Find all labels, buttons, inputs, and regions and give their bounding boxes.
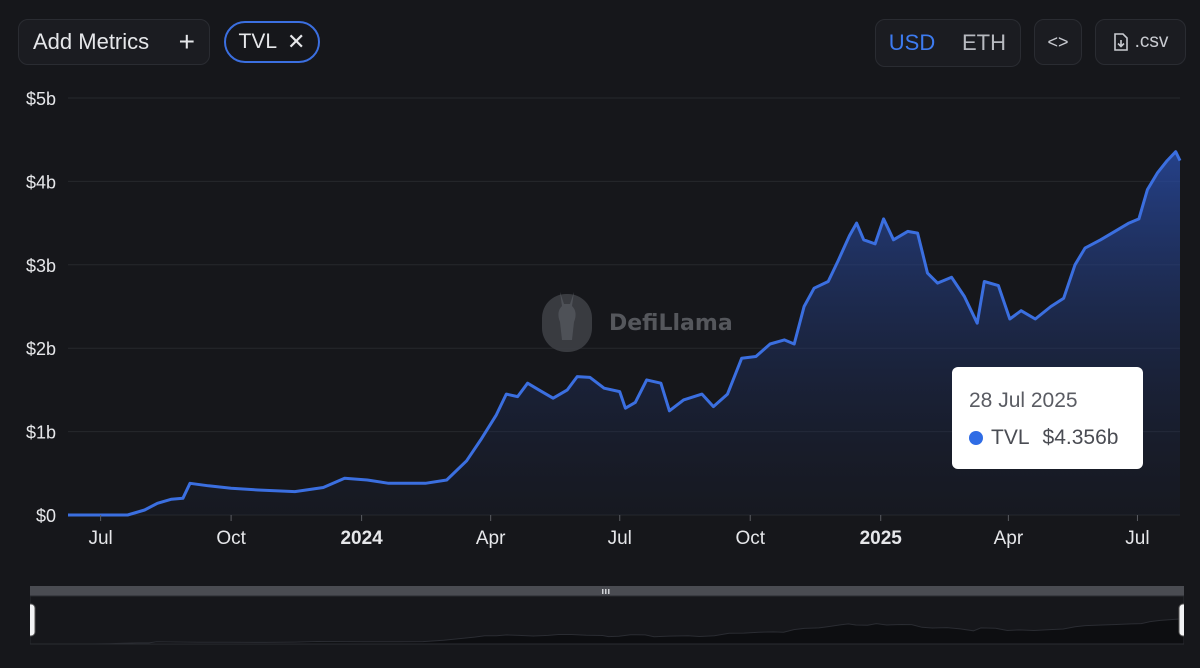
currency-toggle: USD ETH <box>875 19 1021 67</box>
x-tick-label: Jul <box>88 528 112 549</box>
range-handle-left[interactable] <box>30 603 36 637</box>
x-tick-label: Oct <box>216 528 246 549</box>
plus-icon: + <box>178 26 195 57</box>
x-axis: Jul Oct 2024 Apr Jul Oct 2025 Apr Jul <box>88 515 1150 549</box>
metric-chip-label: TVL <box>238 30 278 53</box>
x-tick-label: 2024 <box>340 528 383 549</box>
range-slider[interactable] <box>30 586 1184 646</box>
grip-icon[interactable] <box>602 589 610 594</box>
x-tick-label: Jul <box>608 528 632 549</box>
y-tick-label: $0 <box>36 506 56 526</box>
chart-toolbar: Add Metrics + TVL ✕ USD ETH <> .csv <box>18 19 1186 67</box>
series-dot <box>969 431 983 445</box>
chart-tooltip: 28 Jul 2025 TVL $4.356b <box>952 367 1143 469</box>
x-tick-label: Apr <box>994 528 1024 549</box>
y-tick-label: $1b <box>26 423 56 443</box>
watermark: DefiLlama <box>542 292 733 352</box>
llama-logo <box>542 292 592 352</box>
x-tick-label: 2025 <box>860 528 903 549</box>
y-tick-label: $5b <box>26 89 56 109</box>
range-slider-track[interactable] <box>30 586 1184 596</box>
tooltip-series: TVL <box>991 426 1030 449</box>
y-tick-label: $2b <box>26 339 56 359</box>
csv-label: .csv <box>1134 31 1169 52</box>
add-metrics-label: Add Metrics <box>33 29 150 54</box>
metric-chip-tvl[interactable]: TVL ✕ <box>224 21 320 63</box>
tooltip-value: $4.356b <box>1042 426 1119 449</box>
add-metrics-button[interactable]: Add Metrics + <box>18 19 210 65</box>
code-icon: <> <box>1047 31 1069 52</box>
currency-eth-button[interactable]: ETH <box>962 30 1006 55</box>
embed-button[interactable]: <> <box>1034 19 1082 65</box>
x-tick-label: Apr <box>476 528 506 549</box>
watermark-text: DefiLlama <box>609 311 733 336</box>
tooltip-date: 28 Jul 2025 <box>969 389 1078 412</box>
close-icon[interactable]: ✕ <box>287 29 306 54</box>
tvl-line <box>68 150 1182 517</box>
tvl-area <box>68 151 1180 515</box>
x-tick-label: Jul <box>1125 528 1149 549</box>
range-handle-right[interactable] <box>1178 603 1184 637</box>
csv-download-button[interactable]: .csv <box>1095 19 1186 65</box>
y-tick-label: $4b <box>26 172 56 192</box>
download-file-icon <box>1113 33 1128 51</box>
x-tick-label: Oct <box>735 528 765 549</box>
y-tick-label: $3b <box>26 256 56 276</box>
y-axis: $0 $1b $2b $3b $4b $5b <box>26 89 56 526</box>
range-slider-preview <box>30 618 1184 645</box>
currency-usd-button[interactable]: USD <box>888 30 936 55</box>
